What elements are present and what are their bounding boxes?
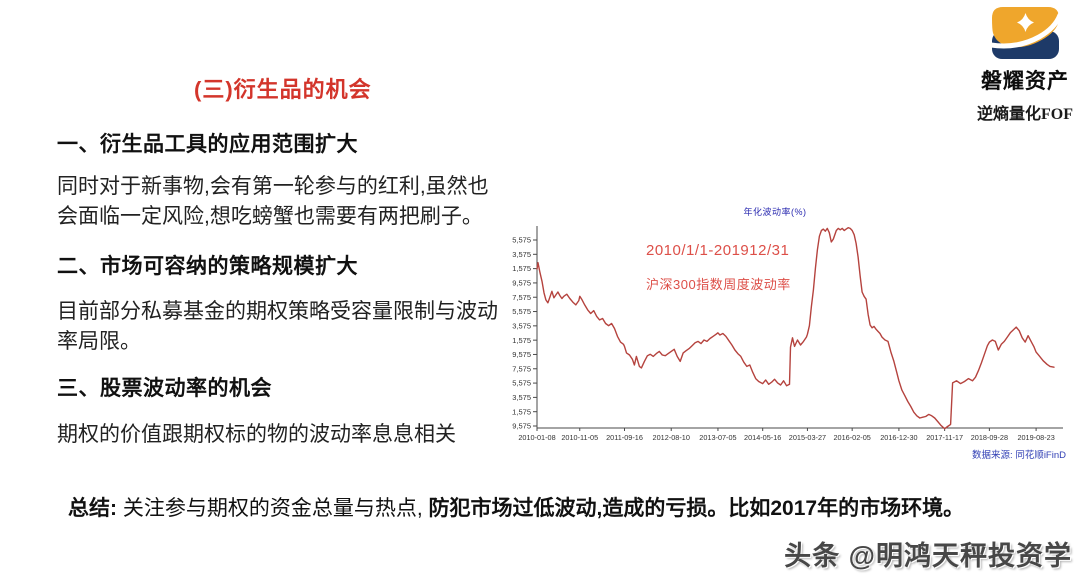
x-axis-tick-label: 2016-02-05 bbox=[834, 433, 871, 442]
x-axis-tick-label: 2014-05-16 bbox=[744, 433, 781, 442]
x-axis-tick-label: 2010-11-05 bbox=[561, 433, 598, 442]
chart-annotation: 2010/1/1-201912/31 沪深300指数周度波动率 bbox=[646, 242, 791, 293]
y-axis-tick-label: 33,575 bbox=[512, 250, 531, 259]
section-2-heading: 二、市场可容纳的策略规模扩大 bbox=[57, 255, 358, 278]
y-axis-tick-label: 31,575 bbox=[512, 264, 531, 273]
x-axis-tick-label: 2011-09-16 bbox=[606, 433, 643, 442]
chart-source: 数据来源: 同花顺iFinD bbox=[972, 450, 1066, 461]
y-axis-tick-label: 23,575 bbox=[512, 321, 531, 330]
volatility-series-line bbox=[536, 227, 1055, 430]
summary-normal-text: 关注参与期权的资金总量与热点, bbox=[122, 497, 423, 520]
y-axis-tick-label: 29,575 bbox=[512, 279, 531, 288]
y-axis-tick-label: 21,575 bbox=[512, 336, 531, 345]
x-axis-tick-label: 2016-12-30 bbox=[880, 433, 917, 442]
summary-bold-text: 防犯市场过低波动,造成的亏损。比如2017年的市场环境。 bbox=[428, 497, 965, 520]
volatility-line-plot: 9,575 11,575 13,575 15,575 17,575 19,575 21,57… bbox=[512, 226, 1063, 442]
section-2-body: 目前部分私募基金的期权策略受容量限制与波动率局限。 bbox=[57, 300, 498, 354]
x-axis-tick-label: 2017-11-17 bbox=[926, 433, 963, 442]
chart-annotation-series: 沪深300指数周度波动率 bbox=[646, 277, 791, 292]
y-axis-tick-label: 15,575 bbox=[512, 379, 531, 388]
x-axis-tick-label: 2012-08-10 bbox=[653, 433, 690, 442]
summary-prefix: 总结: bbox=[68, 497, 117, 520]
y-axis-tick-label: 35,575 bbox=[512, 236, 531, 245]
y-axis-tick-label: 13,575 bbox=[512, 393, 531, 402]
y-axis-tick-label: 19,575 bbox=[512, 350, 531, 359]
x-axis-tick-label: 2010-01-08 bbox=[518, 433, 555, 442]
chart-title: 年化波动率(%) bbox=[743, 207, 807, 217]
logo-company-name: 磐耀资产 bbox=[981, 70, 1069, 93]
y-axis-tick-label: 25,575 bbox=[512, 307, 531, 316]
watermark-toutiao: 头条 @明鸿天秤投资学 bbox=[784, 541, 1072, 571]
volatility-chart: 9,575 11,575 13,575 15,575 17,575 19,575 21,57… bbox=[512, 198, 1078, 468]
chart-annotation-period: 2010/1/1-201912/31 bbox=[646, 242, 790, 259]
section-1-heading: 一、衍生品工具的应用范围扩大 bbox=[57, 133, 358, 156]
summary-line: 总结: 关注参与期权的资金总量与热点, 防犯市场过低波动,造成的亏损。比如201… bbox=[68, 492, 1068, 522]
section-1-body: 同时对于新事物,会有第一轮参与的红利,虽然也会面临一定风险,想吃螃蟹也需要有两把… bbox=[57, 175, 489, 229]
y-axis-tick-label: 17,575 bbox=[512, 364, 531, 373]
y-axis-tick-label: 11,575 bbox=[512, 407, 531, 416]
x-axis-tick-label: 2018-09-28 bbox=[971, 433, 1008, 442]
x-axis-tick-label: 2019-08-23 bbox=[1017, 433, 1054, 442]
y-axis-tick-label: 27,575 bbox=[512, 293, 531, 302]
logo-subtitle: 逆熵量化FOF bbox=[977, 106, 1073, 123]
company-logo: 磐耀资产 逆熵量化FOF bbox=[975, 5, 1075, 124]
section-3-heading: 三、股票波动率的机会 bbox=[57, 377, 272, 400]
x-axis-tick-label: 2015-03-27 bbox=[789, 433, 826, 442]
panyao-logo-icon bbox=[988, 7, 1063, 59]
page-title: (三)衍生品的机会 bbox=[194, 77, 372, 102]
section-3-body: 期权的价值跟期权标的物的波动率息息相关 bbox=[57, 423, 456, 446]
y-axis-tick-label: 9,575 bbox=[512, 422, 531, 431]
x-axis-tick-label: 2013-07-05 bbox=[699, 433, 736, 442]
